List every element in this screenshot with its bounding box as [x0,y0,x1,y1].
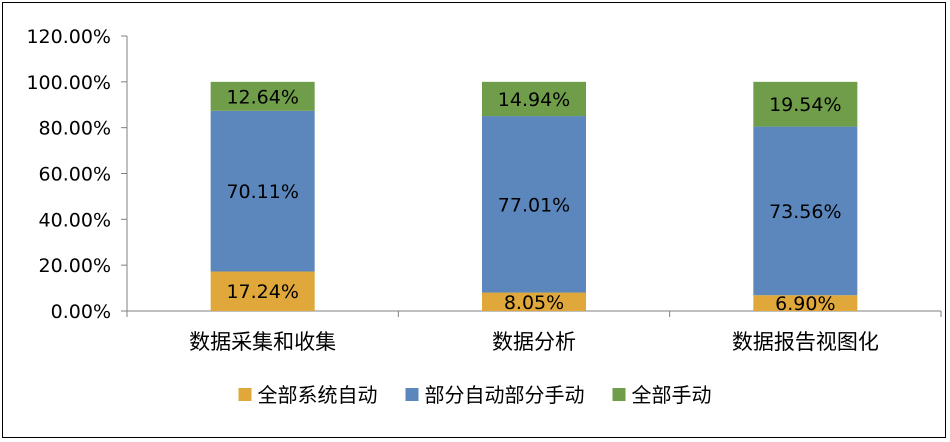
bar-segment [753,295,858,311]
bar-segment [482,81,586,117]
bar-segment [753,81,858,127]
data-label: 14.94% [498,89,570,111]
bar-segment [210,271,315,311]
category-label: 数据分析 [492,330,576,354]
legend-label: 全部手动 [632,383,712,407]
legend-swatch [405,388,419,401]
category-label: 数据采集和收集 [189,330,336,354]
legend-label: 部分自动部分手动 [425,383,585,407]
legend-swatch [238,388,252,401]
bar-segment [753,126,858,296]
data-label: 19.54% [769,94,841,116]
bar-segment [210,81,315,111]
bar-segment [210,110,315,272]
y-tick-label: 40.00% [39,209,111,231]
y-tick-label: 60.00% [39,164,111,186]
y-tick-label: 80.00% [39,118,111,140]
bar-segment [482,292,586,311]
legend-label: 全部系统自动 [258,383,378,407]
y-tick-label: 20.00% [39,255,111,277]
data-label: 17.24% [226,281,298,303]
y-tick-label: 100.00% [26,72,111,94]
data-label: 8.05% [504,292,564,314]
category-label: 数据报告视图化 [732,330,879,354]
stacked-bar-chart: 0.00% 20.00% 40.00% 60.00% 80.00% 100.00% 120.… [26,26,942,407]
data-label: 77.01% [498,194,570,216]
data-label: 70.11% [226,181,298,203]
y-tick-label: 120.00% [26,26,111,48]
data-label: 6.90% [775,293,835,315]
data-label: 73.56% [769,201,841,223]
data-label: 12.64% [226,86,298,108]
legend-swatch [612,388,626,401]
bar-segment [482,116,586,293]
y-tick-label: 0.00% [51,301,111,323]
